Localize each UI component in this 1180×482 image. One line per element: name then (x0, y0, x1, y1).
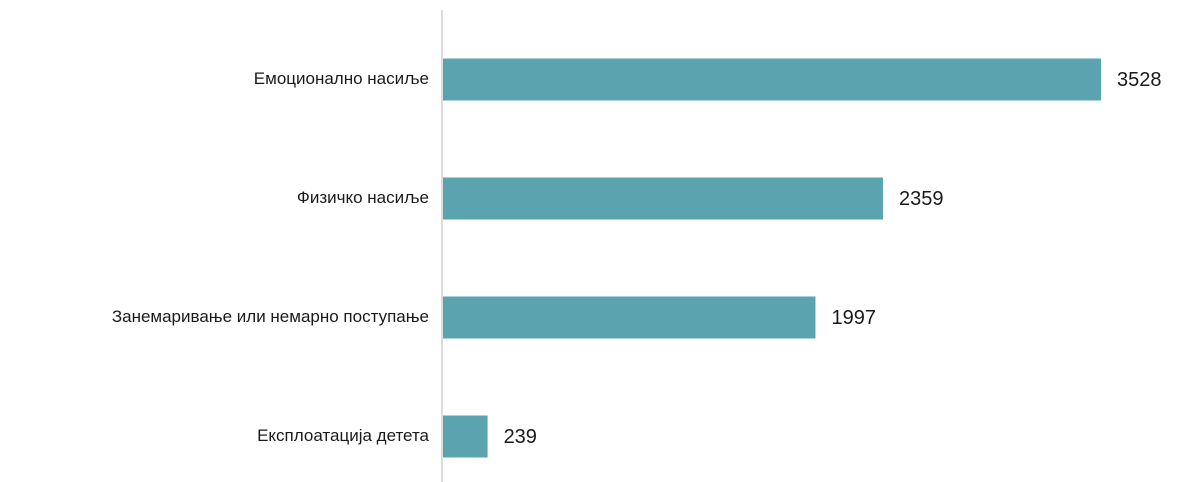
value-label-3: 239 (504, 426, 537, 448)
category-label-1: Физичко насиље (297, 188, 429, 207)
category-label-0: Емоционално насиље (254, 69, 429, 88)
value-label-0: 3528 (1117, 69, 1162, 91)
bar-3 (443, 415, 488, 458)
bar-0 (443, 58, 1101, 101)
value-label-1: 2359 (899, 188, 944, 210)
category-label-3: Експлоатација детета (257, 426, 429, 445)
category-label-2: Занемаривање или немарно поступање (112, 307, 429, 326)
bar-2 (443, 296, 816, 339)
bars-group: Емоционално насиље 3528 Физичко насиље 2359… (112, 58, 1162, 458)
value-label-2: 1997 (831, 307, 876, 329)
bar-1 (443, 177, 883, 220)
